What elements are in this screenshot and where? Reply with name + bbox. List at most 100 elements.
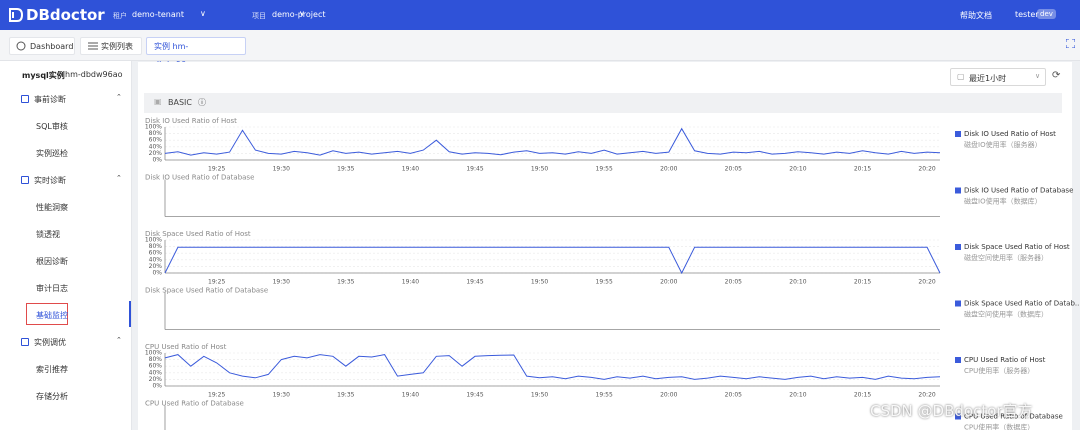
- menu-item[interactable]: 性能洞察: [36, 203, 68, 212]
- x-tick-label: 20:10: [789, 166, 806, 173]
- y-tick-label: 40%: [149, 143, 163, 150]
- x-tick-label: 19:30: [273, 392, 290, 399]
- y-tick-label: 80%: [149, 243, 163, 250]
- x-tick-label: 19:30: [273, 279, 290, 286]
- chart-title: CPU Used Ratio of Host: [145, 343, 227, 351]
- legend-description: CPU使用率（服务器）: [964, 366, 1034, 375]
- y-tick-label: 80%: [149, 130, 163, 137]
- active-highlight: [26, 303, 68, 325]
- content-panel: 最近1小时 ▢ ∨ ⟳ ▣ BASIC ⓘ: [138, 62, 1072, 430]
- x-tick-label: 19:40: [402, 392, 419, 399]
- x-tick-label: 20:10: [789, 279, 806, 286]
- collapse-icon[interactable]: ▣: [154, 97, 162, 106]
- group-icon: [21, 95, 29, 103]
- y-tick-label: 20%: [149, 376, 163, 383]
- x-tick-label: 19:25: [208, 392, 225, 399]
- group-title[interactable]: 事前诊断: [34, 95, 66, 104]
- chart-title: Disk Space Used Ratio of Database: [145, 287, 268, 295]
- x-tick-label: 19:25: [208, 166, 225, 173]
- group-chevron: ⌃: [116, 174, 122, 182]
- legend-swatch: [955, 357, 961, 363]
- menu-item[interactable]: 基础监控: [36, 311, 68, 320]
- x-tick-label: 20:20: [918, 392, 935, 399]
- tab[interactable]: Dashboard: [9, 37, 75, 55]
- chart-title: CPU Used Ratio of Database: [145, 400, 244, 408]
- legend-description: 磁盘IO使用率（服务器）: [964, 140, 1042, 149]
- calendar-icon: ▢: [957, 72, 965, 81]
- top-bar: DBdoctor 租户 demo-tenant ∨ 项目 demo-projec…: [0, 0, 1080, 30]
- group-chevron: ⌃: [116, 93, 122, 101]
- y-tick-label: 40%: [149, 369, 163, 376]
- chevron: ∨: [200, 9, 206, 18]
- time-range: 最近1小时: [969, 74, 1007, 83]
- x-tick-label: 19:50: [531, 392, 548, 399]
- menu-item[interactable]: 根因诊断: [36, 257, 68, 266]
- section-header: ▣ BASIC ⓘ: [144, 93, 1062, 113]
- tenant-select[interactable]: demo-tenant: [132, 10, 184, 19]
- time-range-select[interactable]: 最近1小时 ▢ ∨: [950, 68, 1046, 86]
- y-tick-label: 20%: [149, 263, 163, 270]
- help-link[interactable]: 帮助文档: [960, 11, 992, 20]
- y-tick-label: 100%: [145, 350, 162, 357]
- y-tick-label: 0%: [152, 383, 162, 390]
- refresh-button[interactable]: ⟳: [1052, 70, 1061, 81]
- tab[interactable]: 实例列表: [80, 37, 142, 55]
- legend-label: CPU Used Ratio of Host: [964, 356, 1046, 364]
- project-label: 项目: [252, 12, 266, 20]
- y-tick-label: 20%: [149, 150, 163, 157]
- chart-title: Disk IO Used Ratio of Host: [145, 117, 237, 125]
- series-line: [164, 354, 941, 380]
- tab-icon: [88, 42, 98, 50]
- legend-description: 磁盘空间使用率（数据库）: [964, 310, 1048, 319]
- group-chevron: ⌃: [116, 336, 122, 344]
- x-tick-label: 19:45: [466, 279, 483, 286]
- tab-label: Dashboard: [30, 42, 74, 51]
- tab-icon: [16, 41, 26, 51]
- x-tick-label: 20:20: [918, 166, 935, 173]
- instance-id: hm-dbdw96ao: [65, 70, 123, 79]
- y-tick-label: 0%: [152, 270, 162, 277]
- series-line: [164, 127, 941, 156]
- x-tick-label: 20:00: [660, 392, 677, 399]
- legend-description: 磁盘空间使用率（服务器）: [964, 253, 1048, 262]
- x-tick-label: 19:55: [596, 279, 613, 286]
- series-line: [164, 246, 941, 275]
- menu-item[interactable]: 实例巡检: [36, 149, 68, 158]
- legend-swatch: [955, 187, 961, 194]
- menu-item[interactable]: 索引推荐: [36, 365, 68, 374]
- x-tick-label: 20:00: [660, 279, 677, 286]
- x-tick-label: 20:15: [854, 392, 871, 399]
- menu-item[interactable]: 审计日志: [36, 284, 68, 293]
- x-tick-label: 19:40: [402, 279, 419, 286]
- menu-item[interactable]: 锁透视: [36, 230, 60, 239]
- tenant-label: 租户: [113, 12, 127, 20]
- y-tick-label: 100%: [145, 124, 162, 131]
- legend-swatch: [955, 131, 961, 137]
- x-tick-label: 19:30: [273, 166, 290, 173]
- legend-label: Disk IO Used Ratio of Database: [964, 187, 1073, 195]
- chevron: ∨: [1035, 72, 1041, 80]
- x-tick-label: 20:05: [725, 392, 742, 399]
- x-tick-label: 19:35: [337, 279, 354, 286]
- chevron: ∨: [299, 9, 305, 18]
- legend-swatch: [955, 300, 961, 307]
- group-title[interactable]: 实例调优: [34, 338, 66, 347]
- menu-item[interactable]: SQL审核: [36, 122, 68, 131]
- user-name[interactable]: tester: [1015, 10, 1039, 19]
- x-tick-label: 19:40: [402, 166, 419, 173]
- x-tick-label: 20:05: [725, 279, 742, 286]
- legend-label: Disk Space Used Ratio of Datab...: [964, 300, 1080, 308]
- y-tick-label: 60%: [149, 137, 163, 144]
- chart-title: Disk IO Used Ratio of Database: [145, 174, 254, 182]
- x-tick-label: 20:15: [854, 279, 871, 286]
- x-tick-label: 19:45: [466, 392, 483, 399]
- project-select[interactable]: demo-project: [272, 10, 326, 19]
- group-title[interactable]: 实时诊断: [34, 176, 66, 185]
- y-tick-label: 40%: [149, 256, 163, 263]
- x-tick-label: 20:05: [725, 166, 742, 173]
- x-tick-label: 19:35: [337, 392, 354, 399]
- y-tick-label: 60%: [149, 250, 163, 257]
- tab-label: 实例列表: [101, 42, 133, 51]
- menu-item[interactable]: 存储分析: [36, 392, 68, 401]
